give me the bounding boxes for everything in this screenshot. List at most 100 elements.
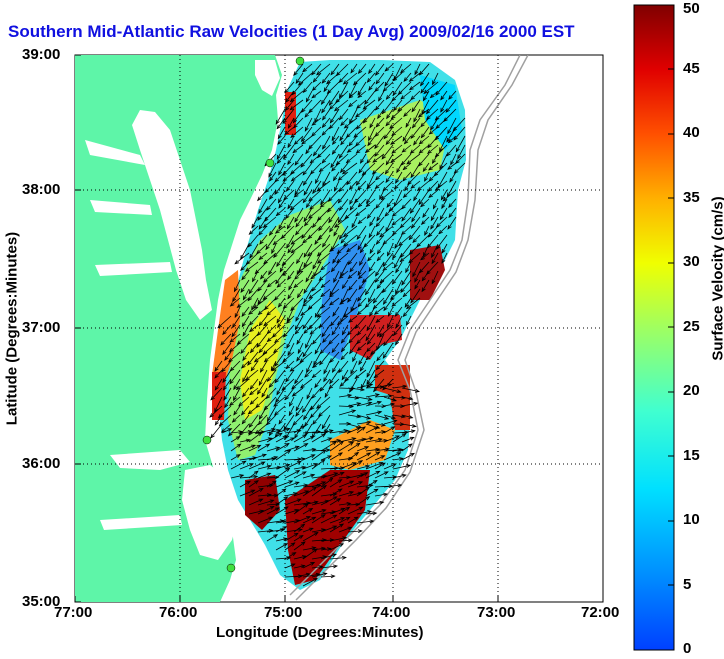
- velocity-vector-head: [309, 205, 314, 210]
- velocity-vector-head: [416, 186, 422, 192]
- velocity-vector-head: [258, 255, 264, 261]
- velocity-vector-head: [431, 279, 436, 285]
- velocity-vector: [239, 489, 255, 497]
- velocity-vector: [383, 476, 397, 479]
- velocity-vector: [347, 423, 362, 429]
- velocity-vector: [454, 162, 466, 174]
- velocity-vector-head: [309, 435, 315, 440]
- velocity-vector-head: [296, 498, 302, 503]
- velocity-vector: [232, 315, 241, 328]
- velocity-vector-head: [296, 259, 301, 265]
- velocity-vector: [338, 189, 349, 204]
- velocity-vector-head: [300, 311, 305, 317]
- velocity-vector-head: [356, 331, 362, 336]
- velocity-vector: [287, 270, 295, 280]
- velocity-vector-head: [300, 523, 306, 529]
- velocity-vector-head: [266, 311, 271, 316]
- map-title: Southern Mid-Atlantic Raw Velocities (1 …: [8, 22, 575, 41]
- velocity-vector: [311, 500, 329, 506]
- velocity-vector: [389, 117, 403, 129]
- velocity-vector: [392, 414, 405, 418]
- velocity-vector: [447, 180, 457, 197]
- velocity-vector: [349, 108, 358, 124]
- velocity-vector: [352, 351, 358, 362]
- velocity-vector-head: [303, 252, 308, 258]
- velocity-vector: [312, 369, 322, 378]
- velocity-vector-head: [381, 422, 387, 427]
- velocity-vector-head: [287, 204, 292, 210]
- velocity-vector: [328, 333, 340, 345]
- velocity-vector: [423, 243, 430, 257]
- velocity-vector-head: [304, 113, 309, 118]
- velocity-vector: [221, 423, 232, 433]
- velocity-vector-head: [348, 456, 354, 461]
- velocity-vector-head: [312, 486, 318, 491]
- velocity-vector: [287, 135, 295, 148]
- velocity-vector: [358, 270, 367, 279]
- velocity-vector-head: [378, 462, 384, 466]
- velocity-vector: [302, 486, 317, 497]
- velocity-vector-head: [410, 184, 416, 189]
- velocity-vector-head: [382, 300, 388, 305]
- velocity-vector: [356, 472, 368, 479]
- velocity-vector-head: [349, 387, 354, 393]
- velocity-vector-head: [290, 542, 296, 547]
- velocity-vector-head: [316, 313, 322, 318]
- velocity-vector: [247, 288, 259, 301]
- velocity-vector: [387, 243, 394, 256]
- velocity-vector-head: [302, 198, 307, 204]
- velocity-vector: [301, 99, 313, 113]
- grid: [75, 55, 603, 602]
- velocity-vector: [321, 99, 331, 113]
- velocity-vector: [383, 420, 397, 425]
- velocity-vector: [230, 436, 241, 443]
- velocity-vector: [329, 537, 347, 542]
- velocity-vector: [263, 216, 277, 228]
- velocity-vector-head: [391, 131, 396, 137]
- velocity-vector: [289, 396, 295, 407]
- velocity-vector: [363, 234, 376, 248]
- velocity-vector-head: [385, 447, 391, 452]
- pamlico-sound: [182, 465, 240, 560]
- velocity-vector-head: [320, 266, 325, 271]
- velocity-vector-head: [294, 190, 299, 196]
- velocity-vector: [233, 405, 241, 416]
- velocity-vector: [392, 207, 403, 217]
- velocity-vector-head: [369, 123, 374, 129]
- velocity-vector: [437, 171, 448, 188]
- velocity-vector: [449, 171, 457, 183]
- velocity-vector: [453, 126, 466, 141]
- velocity-vector-head: [384, 67, 390, 72]
- velocity-vector: [311, 63, 322, 75]
- velocity-vector: [347, 270, 358, 279]
- velocity-vector: [295, 72, 304, 84]
- velocity-vector-head: [224, 403, 229, 409]
- velocity-vector-head: [229, 401, 234, 407]
- velocity-vector: [376, 333, 385, 351]
- velocity-vector: [323, 360, 331, 374]
- velocity-vector-head: [324, 393, 329, 399]
- velocity-vector: [337, 207, 349, 223]
- velocity-vector: [402, 288, 412, 297]
- velocity-vector: [311, 573, 327, 578]
- velocity-vector-head: [396, 168, 401, 174]
- velocity-vector-head: [254, 480, 259, 485]
- velocity-vector: [304, 117, 313, 132]
- velocity-vector-head: [391, 212, 397, 217]
- velocity-vector-head: [384, 415, 390, 420]
- velocity-vector: [248, 414, 259, 428]
- velocity-vector-head: [330, 70, 335, 76]
- velocity-vector-head: [346, 148, 352, 153]
- velocity-vector-head: [314, 349, 319, 355]
- velocity-vector: [410, 162, 421, 178]
- station-marker: [202, 435, 212, 445]
- velocity-vector-head: [286, 343, 291, 349]
- velocity-vector-head: [399, 69, 405, 74]
- velocity-vector-head: [390, 426, 396, 431]
- velocity-vector-head: [325, 448, 331, 453]
- velocity-vector-head: [292, 118, 298, 124]
- velocity-vector-head: [214, 385, 219, 391]
- velocity-field-orange: [212, 270, 240, 400]
- velocity-vector-head: [435, 223, 441, 228]
- velocity-vector: [336, 153, 349, 165]
